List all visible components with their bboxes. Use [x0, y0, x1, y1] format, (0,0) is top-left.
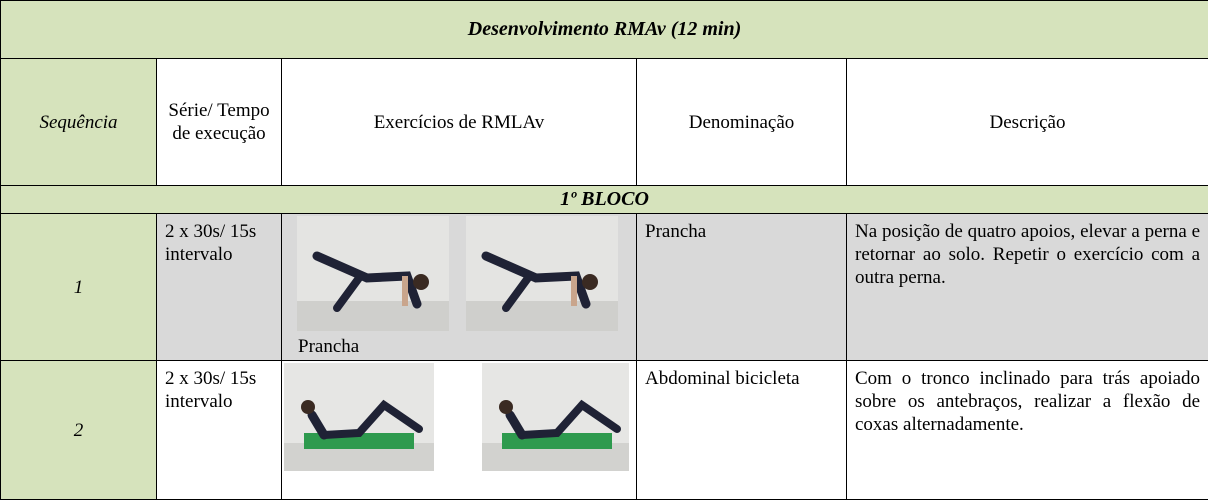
image-cell: Prancha	[282, 214, 637, 361]
photo	[482, 363, 629, 471]
sequence-cell: 1	[1, 214, 157, 361]
header-cell: Exercícios de RMLAv	[282, 59, 637, 186]
block-label: 1º BLOCO	[1, 186, 1208, 214]
sequence-cell: 2	[1, 361, 157, 500]
header-cell: Série/ Tempo de execução	[157, 59, 282, 186]
image-caption: Prancha	[298, 335, 359, 358]
header-cell: Sequência	[1, 59, 157, 186]
photo	[284, 363, 434, 471]
serie-cell: 2 x 30s/ 15s intervalo	[157, 361, 282, 500]
name-cell: Prancha	[637, 214, 847, 361]
name-cell: Abdominal bicicleta	[637, 361, 847, 500]
photo	[297, 216, 449, 331]
image-cell	[282, 361, 637, 500]
serie-cell: 2 x 30s/ 15s intervalo	[157, 214, 282, 361]
photo	[466, 216, 618, 331]
description-cell: Na posição de quatro apoios, elevar a pe…	[847, 214, 1208, 361]
table-title: Desenvolvimento RMAv (12 min)	[1, 1, 1208, 59]
header-cell: Denominação	[637, 59, 847, 186]
description-cell: Com o tronco inclinado para trás apoiado…	[847, 361, 1208, 500]
header-cell: Descrição	[847, 59, 1208, 186]
image-box	[282, 361, 636, 499]
image-box: Prancha	[282, 214, 636, 360]
